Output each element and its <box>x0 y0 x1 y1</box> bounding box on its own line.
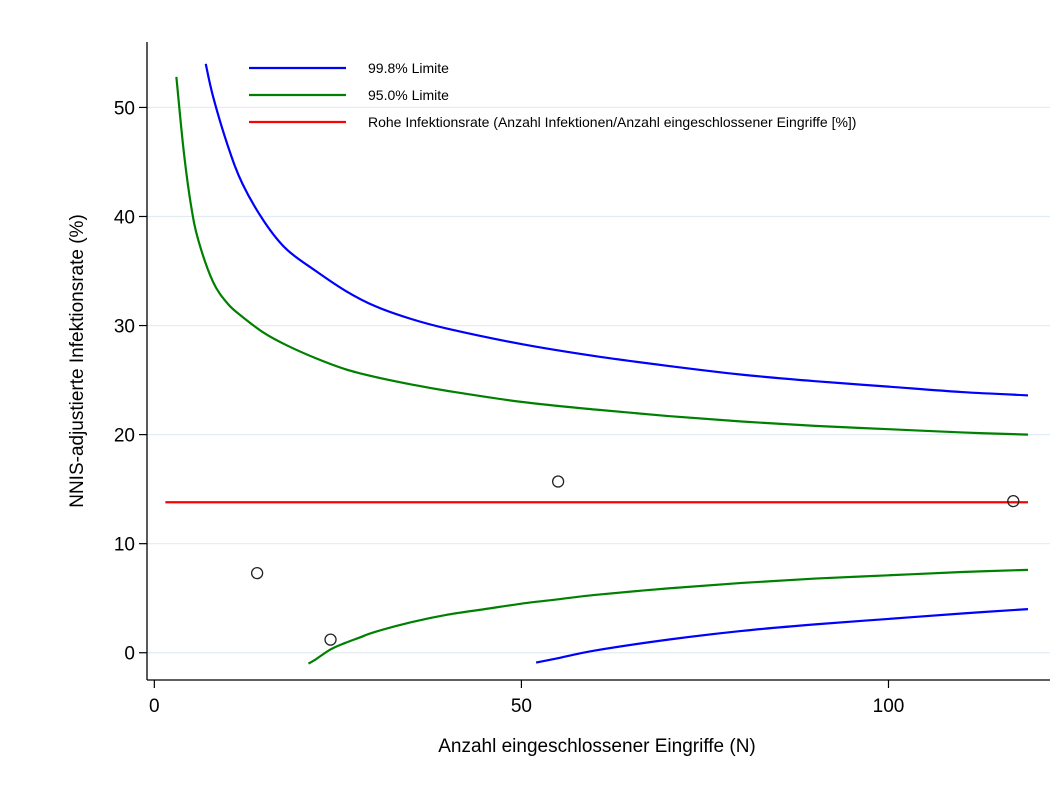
axes <box>146 42 1050 681</box>
legend-label-0: 99.8% Limite <box>368 60 449 76</box>
series-0-line-segment-0 <box>204 63 1029 397</box>
points-layer <box>250 475 1020 646</box>
x-tick-label-100: 100 <box>873 696 905 717</box>
y-axis-label: NNIS-adjustierte Infektionsrate (%) <box>67 214 88 508</box>
data-point-3 <box>1007 494 1020 508</box>
data-point-1 <box>324 633 337 646</box>
data-point-0 <box>250 566 264 580</box>
y-tick-label-50: 50 <box>114 98 135 119</box>
legend-label-2: Rohe Infektionsrate (Anzahl Infektionen/… <box>368 114 856 130</box>
series-layer <box>165 63 1029 665</box>
ticks: 0 10 20 30 40 50 0 50 100 <box>114 98 904 717</box>
y-tick-label-30: 30 <box>114 317 135 338</box>
x-axis-label: Anzahl eingeschlossener Eingriffe (N) <box>438 736 756 757</box>
y-tick-label-20: 20 <box>114 426 135 447</box>
legend-label-1: 95.0% Limite <box>368 87 449 103</box>
x-tick-label-0: 0 <box>149 696 160 717</box>
legend: 99.8% Limite 95.0% Limite Rohe Infektionsr… <box>249 60 856 130</box>
y-tick-label-0: 0 <box>124 644 135 665</box>
grid <box>147 106 1050 654</box>
x-tick-label-50: 50 <box>511 696 532 717</box>
series-1-line-segment-0 <box>175 76 1029 436</box>
data-point-2 <box>551 475 565 488</box>
y-tick-label-10: 10 <box>114 535 135 556</box>
series-1-line-segment-1 <box>307 568 1029 665</box>
y-tick-label-40: 40 <box>114 207 135 228</box>
series-0-line-segment-1 <box>535 608 1029 664</box>
